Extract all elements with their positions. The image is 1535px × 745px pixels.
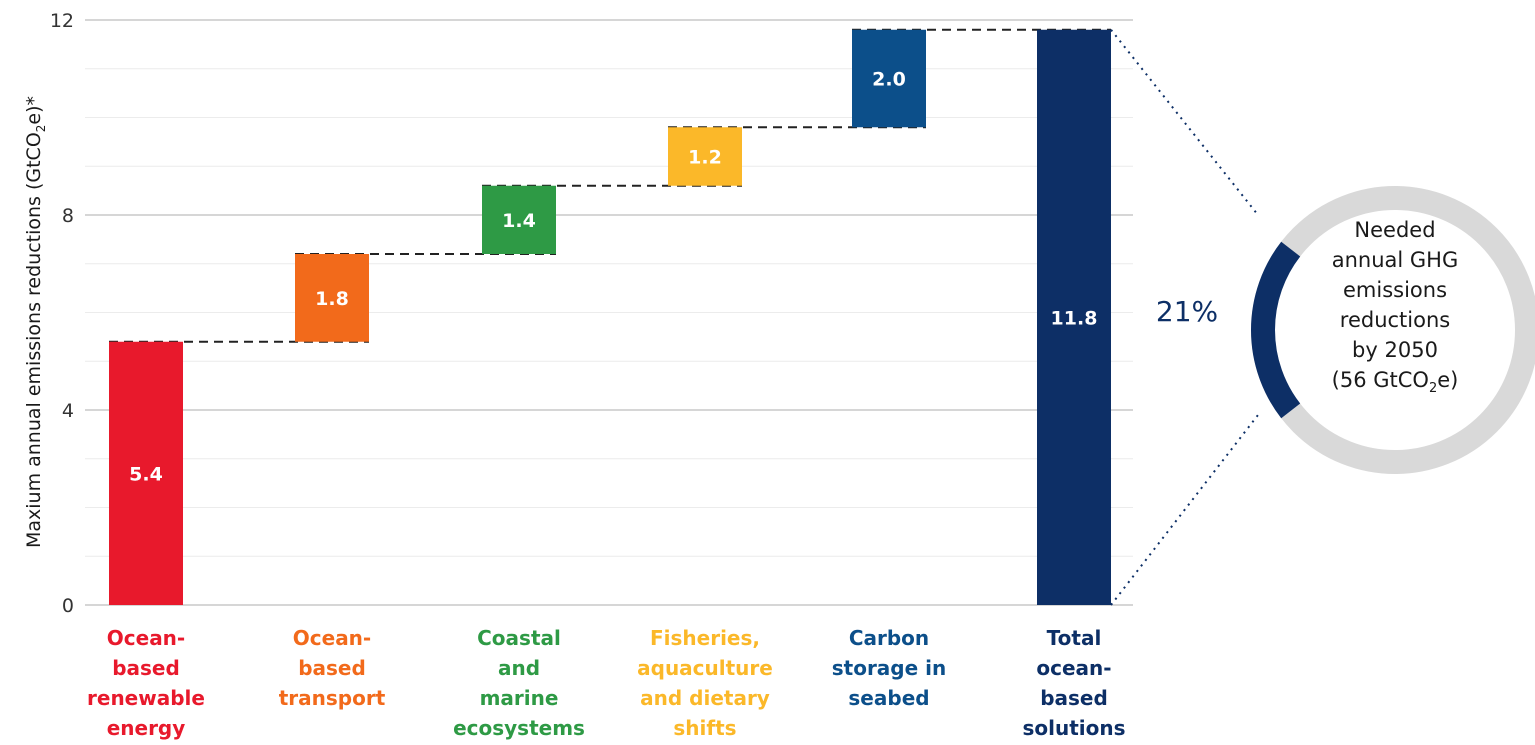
bar	[1037, 29, 1111, 605]
category-label-line: shifts	[673, 716, 736, 740]
bar-value-label: 11.8	[1051, 307, 1098, 329]
ring-text-main: (56 GtCO	[1332, 368, 1429, 392]
bar	[852, 29, 926, 128]
y-axis-label-end: e)*	[23, 96, 45, 125]
category-label-line: aquaculture	[637, 656, 773, 680]
category-label-line: energy	[107, 716, 186, 740]
category-label: Fisheries, aquaculture and dietary shifts	[637, 626, 773, 740]
y-tick-label: 0	[62, 595, 74, 617]
y-tick-label: 12	[50, 10, 74, 32]
gridlines	[85, 19, 1133, 606]
category-label: Carbon storage in seabed	[832, 626, 947, 710]
y-axis-label-main: Maxium annual emissions reductions (GtCO	[23, 132, 45, 548]
category-label-line: Carbon	[849, 626, 929, 650]
category-label-line: Total	[1047, 626, 1102, 650]
category-label-line: marine	[480, 686, 559, 710]
bar	[482, 185, 556, 254]
category-label-line: seabed	[848, 686, 929, 710]
bar-value-label: 2.0	[872, 69, 906, 91]
category-label-line: storage in	[832, 656, 947, 680]
category-label-line: Fisheries,	[650, 626, 760, 650]
callout-ring: 21% Needed annual GHG emissions reductions by…	[1110, 29, 1535, 606]
category-label-line: solutions	[1022, 716, 1125, 740]
category-label-line: based	[298, 656, 366, 680]
bar-value-label: 5.4	[129, 463, 163, 485]
category-labels: Ocean-based renewable energy Ocean-based tra…	[87, 626, 1126, 740]
category-label-line: and dietary	[640, 686, 770, 710]
ring-text-line: (56 GtCO2e)	[1332, 368, 1459, 396]
bar-value-label: 1.4	[502, 210, 536, 232]
category-label-line: ocean-	[1036, 656, 1111, 680]
ring-text-line: by 2050	[1352, 338, 1438, 362]
ring-text-line: Needed	[1354, 218, 1435, 242]
percent-label: 21%	[1156, 295, 1218, 328]
category-label-line: based	[112, 656, 180, 680]
y-tick-label: 8	[62, 205, 74, 227]
ring-text-line: emissions	[1343, 278, 1447, 302]
y-axis-ticks: 0 4 8 12	[50, 10, 74, 617]
category-label-line: renewable	[87, 686, 205, 710]
category-label: Ocean-based renewable energy	[87, 626, 205, 740]
bar	[668, 127, 742, 186]
bar-value-label: 1.8	[315, 288, 349, 310]
bar	[295, 254, 369, 342]
category-label: Coastal and marine ecosystems	[453, 626, 585, 740]
category-label-line: based	[1040, 686, 1108, 710]
category-label-line: ecosystems	[453, 716, 585, 740]
category-label-line: Ocean-	[107, 626, 185, 650]
category-label-line: transport	[279, 686, 386, 710]
category-label: Total ocean-based solutions	[1022, 626, 1125, 740]
ring-highlight-arc	[1251, 241, 1301, 419]
bar	[109, 341, 183, 605]
dotted-connector-bottom	[1110, 414, 1259, 606]
y-axis-label-subscript: 2	[34, 125, 48, 133]
category-label-line: Ocean-	[293, 626, 371, 650]
ring-text: Needed annual GHG emissions reductions by 20…	[1332, 218, 1459, 396]
dotted-connector-top	[1110, 29, 1259, 216]
ring-text-line: reductions	[1340, 308, 1450, 332]
category-label: Ocean-based transport	[279, 626, 386, 710]
y-tick-label: 4	[62, 400, 74, 422]
y-axis-label: Maxium annual emissions reductions (GtCO…	[23, 96, 48, 548]
ring-text-line: annual GHG	[1332, 248, 1459, 272]
bars: 5.4 1.8 1.4 1.2 2.0 11.8	[109, 29, 1111, 605]
connector-lines	[109, 28, 1111, 343]
ring-text-subscript: 2	[1429, 381, 1437, 396]
category-label-line: Coastal	[477, 626, 561, 650]
category-label-line: and	[498, 656, 540, 680]
ring-text-end: e)	[1437, 368, 1458, 392]
bar-value-label: 1.2	[688, 147, 722, 169]
